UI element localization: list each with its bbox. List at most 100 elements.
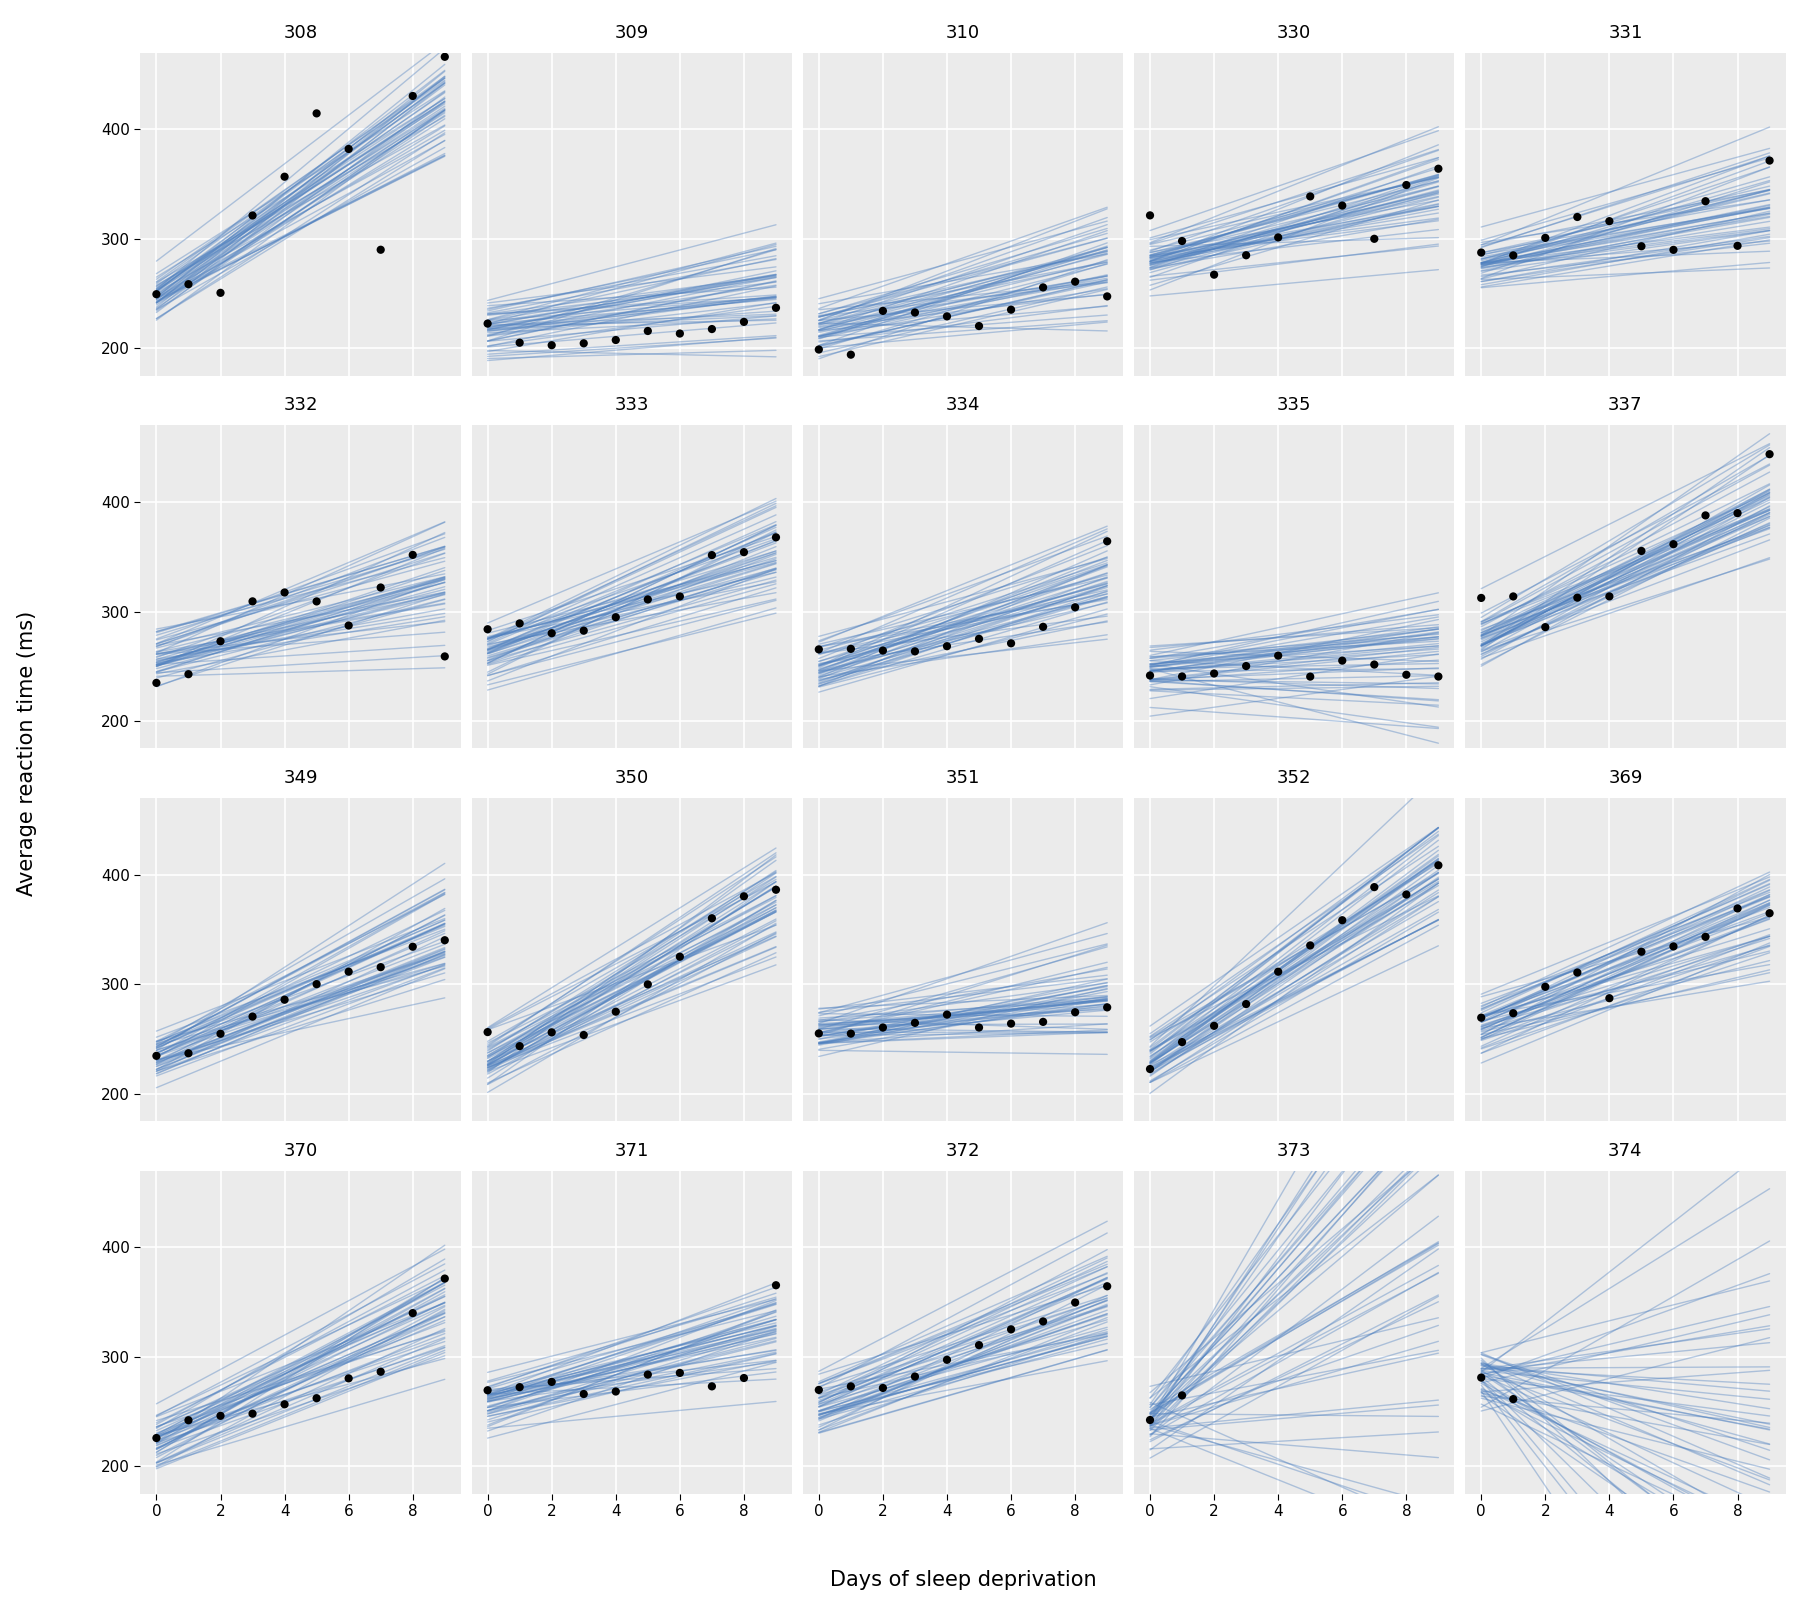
- Point: [1168, 1382, 1197, 1408]
- Point: [302, 100, 331, 126]
- Point: [1168, 1029, 1197, 1055]
- Point: [569, 617, 598, 643]
- Point: [335, 136, 364, 162]
- Point: [270, 580, 299, 606]
- Point: [175, 1040, 203, 1066]
- Point: [666, 1359, 695, 1385]
- Point: [837, 1021, 866, 1047]
- Point: [398, 933, 427, 959]
- Point: [1499, 1000, 1528, 1025]
- Text: 330: 330: [1276, 24, 1312, 42]
- Point: [1231, 653, 1260, 679]
- Point: [932, 303, 961, 329]
- Point: [1692, 502, 1721, 528]
- Point: [1361, 651, 1390, 677]
- Point: [601, 604, 630, 630]
- Point: [506, 611, 535, 637]
- Point: [697, 906, 725, 931]
- Point: [965, 1332, 994, 1358]
- Point: [430, 643, 459, 669]
- Point: [1199, 262, 1228, 288]
- Point: [398, 1301, 427, 1327]
- Point: [1060, 269, 1089, 295]
- Point: [932, 633, 961, 659]
- Point: [569, 330, 598, 356]
- Point: [761, 295, 790, 321]
- Point: [900, 1364, 929, 1390]
- Point: [367, 237, 396, 262]
- Point: [1136, 1056, 1165, 1082]
- Point: [1467, 1004, 1496, 1030]
- Point: [805, 1021, 833, 1047]
- Point: [1093, 1273, 1121, 1299]
- Point: [1231, 243, 1260, 269]
- Point: [1595, 583, 1624, 609]
- Point: [1424, 664, 1453, 690]
- Point: [538, 332, 567, 358]
- Point: [569, 1380, 598, 1406]
- Point: [1391, 881, 1420, 907]
- Point: [1755, 441, 1784, 467]
- Point: [367, 954, 396, 980]
- Point: [302, 588, 331, 614]
- Point: [238, 588, 266, 614]
- Point: [1264, 643, 1292, 669]
- Point: [1692, 188, 1721, 214]
- Point: [473, 1377, 502, 1403]
- Point: [1660, 237, 1688, 262]
- Point: [238, 1401, 266, 1427]
- Point: [666, 321, 695, 347]
- Point: [1136, 1408, 1165, 1434]
- Point: [900, 1009, 929, 1035]
- Point: [1264, 959, 1292, 985]
- Point: [634, 586, 662, 612]
- Point: [1391, 172, 1420, 198]
- Point: [205, 1021, 234, 1047]
- Point: [270, 164, 299, 190]
- Point: [1467, 1364, 1496, 1390]
- Point: [1093, 284, 1121, 309]
- Text: Average reaction time (ms): Average reaction time (ms): [16, 611, 38, 896]
- Point: [869, 638, 898, 664]
- Text: 350: 350: [614, 770, 650, 787]
- Point: [1499, 243, 1528, 269]
- Point: [367, 575, 396, 601]
- Text: 310: 310: [947, 24, 979, 42]
- Point: [335, 959, 364, 985]
- Point: [997, 1011, 1026, 1037]
- Point: [270, 1392, 299, 1418]
- Point: [601, 327, 630, 353]
- Point: [538, 620, 567, 646]
- Point: [1199, 1012, 1228, 1038]
- Point: [1199, 661, 1228, 687]
- Point: [205, 629, 234, 654]
- Point: [473, 616, 502, 642]
- Point: [430, 927, 459, 953]
- Point: [335, 612, 364, 638]
- Point: [1093, 995, 1121, 1021]
- Text: 370: 370: [283, 1142, 319, 1160]
- Text: Days of sleep deprivation: Days of sleep deprivation: [830, 1570, 1096, 1589]
- Point: [900, 300, 929, 326]
- Point: [569, 1022, 598, 1048]
- Point: [1627, 233, 1656, 259]
- Point: [1136, 663, 1165, 688]
- Point: [1530, 614, 1559, 640]
- Point: [1296, 183, 1325, 209]
- Point: [1467, 585, 1496, 611]
- Point: [869, 1014, 898, 1040]
- Point: [1328, 907, 1357, 933]
- Point: [729, 883, 758, 909]
- Text: 333: 333: [614, 397, 650, 415]
- Point: [1530, 225, 1559, 251]
- Point: [1530, 974, 1559, 1000]
- Point: [1030, 274, 1058, 300]
- Text: 337: 337: [1607, 397, 1643, 415]
- Text: 372: 372: [945, 1142, 981, 1160]
- Point: [900, 638, 929, 664]
- Text: 374: 374: [1607, 1142, 1643, 1160]
- Point: [1060, 1290, 1089, 1315]
- Point: [729, 539, 758, 565]
- Point: [302, 1385, 331, 1411]
- Text: 309: 309: [614, 24, 650, 42]
